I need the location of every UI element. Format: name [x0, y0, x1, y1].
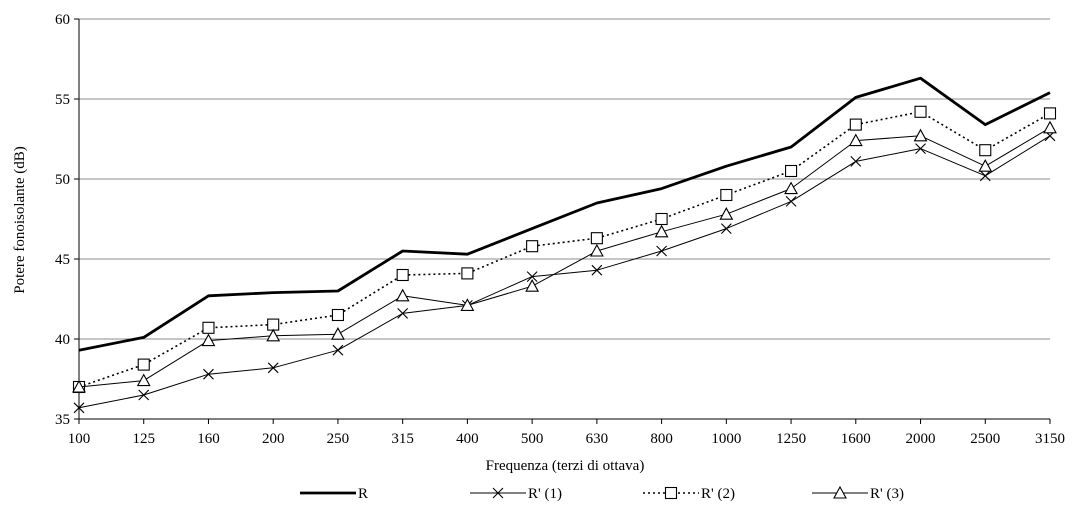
legend-marker — [492, 487, 504, 499]
data-point — [395, 288, 410, 302]
legend-label: R' (1) — [528, 486, 562, 502]
data-point — [590, 232, 603, 245]
data-point — [137, 358, 150, 371]
x-tick-label: 125 — [132, 431, 155, 447]
x-tick-label: 160 — [197, 431, 220, 447]
data-point — [331, 308, 344, 322]
y-tick-label: 35 — [55, 412, 70, 428]
data-point — [720, 223, 732, 234]
legend-item: R — [300, 486, 368, 502]
legend: R R' (1) R' (2) R' (3) — [300, 485, 904, 502]
x-tick-label: 1250 — [776, 431, 806, 447]
data-point — [73, 402, 85, 414]
series-line — [78, 111, 1051, 388]
series-line — [78, 127, 1051, 388]
data-point — [591, 264, 603, 276]
legend-item: R' (3) — [812, 485, 904, 502]
data-point — [267, 362, 279, 374]
x-tick-label: 500 — [521, 431, 544, 447]
series-group — [72, 76, 1057, 414]
data-point — [915, 143, 926, 154]
y-axis-title: Potere fonoisolante (dB) — [12, 146, 28, 293]
y-tick-labels: 35 40 45 50 55 60 — [55, 12, 70, 428]
data-point — [136, 373, 151, 387]
data-point — [978, 159, 993, 172]
legend-marker — [833, 485, 847, 499]
legend-marker — [664, 486, 678, 500]
data-point — [979, 144, 992, 157]
legend-label: R — [358, 486, 368, 502]
legend-label: R' (3) — [870, 486, 904, 502]
x-tick-label: 1600 — [841, 431, 871, 447]
data-point — [138, 389, 150, 401]
data-point — [784, 181, 798, 195]
legend-item: R' (2) — [643, 486, 735, 502]
data-point — [526, 240, 539, 253]
legend-item: R' (1) — [470, 486, 562, 502]
data-point — [979, 170, 991, 182]
x-tick-label: 3150 — [1035, 431, 1065, 447]
x-tick-label: 250 — [327, 431, 350, 447]
data-point — [1043, 120, 1057, 134]
series-3 — [72, 120, 1057, 393]
y-tick-label: 55 — [55, 92, 70, 108]
data-point — [720, 188, 733, 202]
x-tick-label: 315 — [391, 431, 414, 447]
x-tick-label: 1000 — [711, 431, 741, 447]
x-tick-label: 200 — [262, 431, 285, 447]
x-tick-labels: 100 125 160 200 250 315 400 500 630 800 1000 1250 16… — [68, 431, 1065, 447]
x-tick-label: 2000 — [906, 431, 936, 447]
data-point — [461, 267, 474, 280]
data-point — [848, 133, 863, 147]
y-tick-label: 60 — [55, 12, 70, 28]
data-point — [719, 207, 734, 220]
data-point — [460, 298, 475, 311]
series-line — [78, 76, 1051, 352]
axes — [74, 18, 1051, 424]
data-point — [201, 333, 216, 347]
x-tick-label: 800 — [650, 431, 673, 447]
data-point — [202, 321, 215, 334]
data-point — [266, 328, 281, 342]
x-tick-label: 400 — [456, 431, 479, 447]
data-point — [589, 243, 604, 257]
series-1 — [73, 130, 1056, 414]
data-point — [331, 327, 345, 340]
y-tick-label: 45 — [55, 252, 70, 268]
data-point — [1043, 107, 1057, 120]
series-2 — [72, 105, 1057, 394]
data-point — [267, 318, 280, 331]
data-point — [914, 105, 927, 118]
gridlines — [79, 18, 1050, 340]
data-point — [397, 308, 409, 319]
data-point — [72, 379, 86, 393]
data-point — [656, 245, 667, 257]
y-tick-label: 50 — [55, 172, 70, 188]
y-tick-label: 40 — [55, 332, 70, 348]
data-point — [785, 196, 797, 207]
x-tick-label: 2500 — [970, 431, 1000, 447]
data-point — [849, 118, 862, 131]
data-point — [526, 271, 538, 282]
data-point — [525, 279, 540, 292]
x-tick-label: 100 — [68, 431, 91, 447]
legend-label: R' (2) — [701, 486, 735, 502]
data-point — [850, 156, 862, 167]
data-point — [332, 344, 344, 356]
data-point — [654, 224, 669, 238]
data-point — [655, 212, 668, 226]
data-point — [203, 368, 214, 380]
data-point — [396, 268, 409, 282]
series-line — [78, 135, 1051, 409]
x-tick-label: 630 — [586, 431, 609, 447]
data-point — [785, 164, 798, 178]
x-axis-title: Frequenza (terzi di ottava) — [486, 458, 645, 474]
series-0 — [78, 76, 1051, 352]
data-point — [913, 128, 928, 142]
